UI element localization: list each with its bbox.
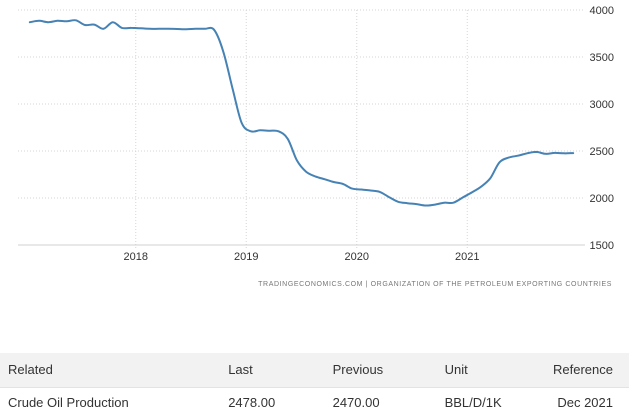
x-tick-label-2018: 2018 xyxy=(124,251,148,263)
plot-background xyxy=(0,0,629,300)
header-unit: Unit xyxy=(444,362,468,378)
y-tick-label-3500: 3500 xyxy=(590,52,614,64)
x-tick-label-2021: 2021 xyxy=(455,251,479,263)
line-chart: 1500 2000 2500 3000 3500 4000 2018 2019 2020 202… xyxy=(0,0,629,300)
header-last: Last xyxy=(228,362,253,378)
x-tick-label-2020: 2020 xyxy=(345,251,369,263)
source-label: TRADINGECONOMICS.COM | ORGANIZATION OF T… xyxy=(258,281,612,288)
header-related: Related xyxy=(8,362,53,378)
cell-previous: 2470.00 xyxy=(318,386,431,417)
y-tick-label-3000: 3000 xyxy=(590,99,614,111)
table-row[interactable]: Crude Oil Production 2478.00 2470.00 BBL… xyxy=(0,386,629,417)
y-tick-label-2500: 2500 xyxy=(590,146,614,158)
y-tick-label-4000: 4000 xyxy=(590,5,614,17)
y-tick-label-1500: 1500 xyxy=(590,240,614,252)
table-header-row: Related Last Previous Unit Reference xyxy=(0,353,629,387)
header-reference: Reference xyxy=(553,362,613,378)
x-axis-tick-labels: 2018 2019 2020 2021 xyxy=(124,251,480,263)
cell-unit: BBL/D/1K xyxy=(430,386,546,417)
series-line xyxy=(28,19,575,207)
y-axis-tick-labels: 1500 2000 2500 3000 3500 4000 xyxy=(590,5,614,252)
header-previous: Previous xyxy=(332,362,384,378)
cell-reference: Dec 2021 xyxy=(545,386,629,417)
related-table-container: Related Last Previous Unit Reference Cru… xyxy=(0,353,629,417)
x-tick-label-2019: 2019 xyxy=(234,251,258,263)
y-tick-label-2000: 2000 xyxy=(590,193,614,205)
cell-last: 2478.00 xyxy=(214,386,319,417)
cell-related[interactable]: Crude Oil Production xyxy=(0,386,215,417)
related-table: Related Last Previous Unit Reference Cru… xyxy=(0,353,629,417)
